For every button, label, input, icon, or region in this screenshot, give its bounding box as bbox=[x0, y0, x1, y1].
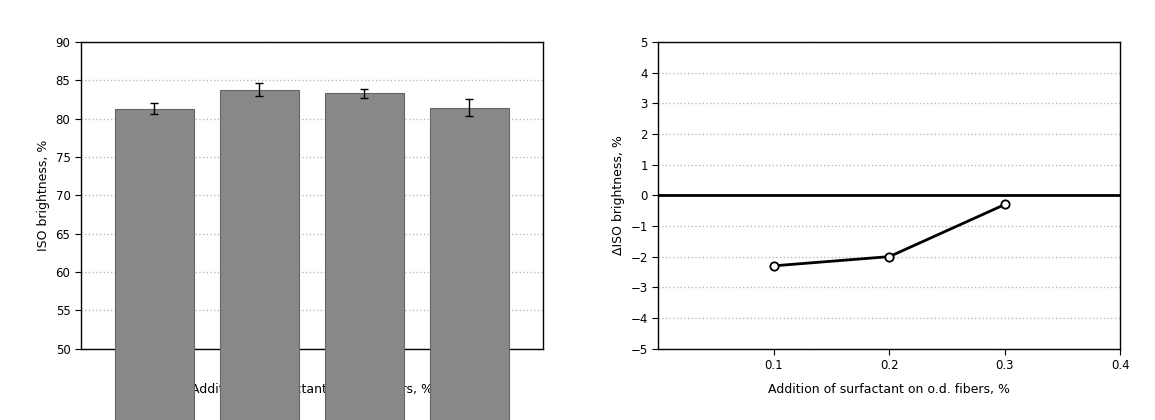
Y-axis label: ISO brightness, %: ISO brightness, % bbox=[37, 139, 50, 251]
Bar bbox=[325, 93, 404, 420]
Y-axis label: ΔISO brightness, %: ΔISO brightness, % bbox=[612, 135, 625, 255]
Bar bbox=[116, 109, 194, 420]
Bar bbox=[430, 108, 508, 420]
Bar bbox=[219, 89, 299, 420]
X-axis label: Addition of surfactant on o.d. fibers, %: Addition of surfactant on o.d. fibers, % bbox=[191, 383, 433, 396]
X-axis label: Addition of surfactant on o.d. fibers, %: Addition of surfactant on o.d. fibers, % bbox=[768, 383, 1011, 396]
